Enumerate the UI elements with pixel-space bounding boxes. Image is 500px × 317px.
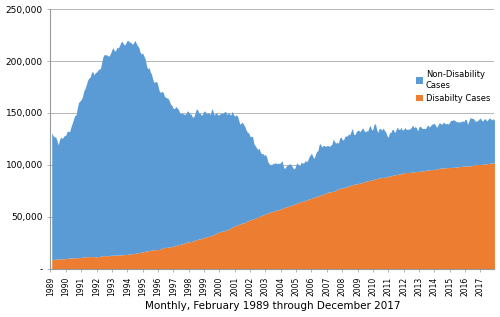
X-axis label: Monthly, February 1989 through December 2017: Monthly, February 1989 through December … [144, 301, 400, 311]
Legend: Non-Disability
Cases, Disabilty Cases: Non-Disability Cases, Disabilty Cases [416, 70, 490, 103]
